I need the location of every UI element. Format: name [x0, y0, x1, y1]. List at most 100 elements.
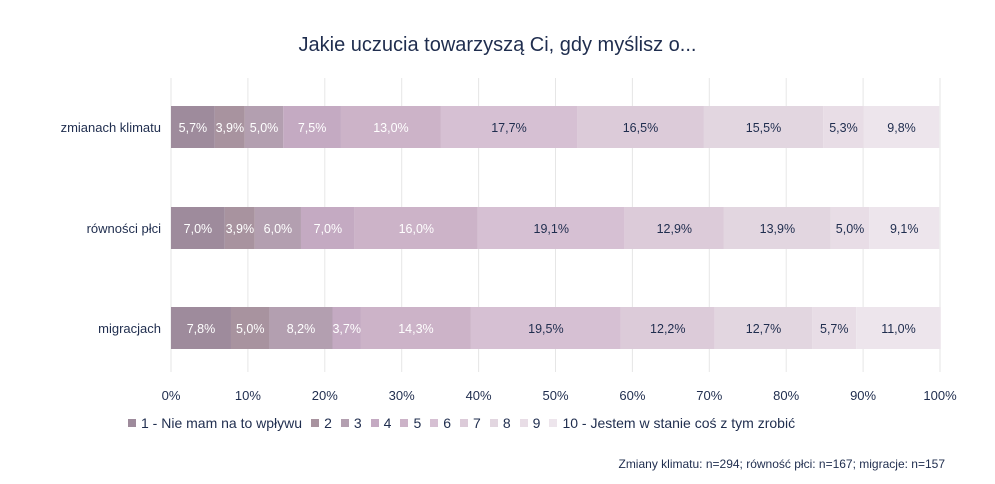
data-label: 12,7%: [746, 322, 781, 336]
chart-legend: 1 - Nie mam na to wpływu 2 3 4 5 6 7 8 9 10 - Jes…: [128, 415, 804, 431]
legend-swatch: [549, 419, 558, 427]
data-label: 7,0%: [314, 222, 343, 236]
x-tick-label: 60%: [619, 388, 645, 403]
bar-segment: [224, 207, 255, 249]
legend-label: 8: [502, 415, 511, 431]
legend-swatch: [340, 419, 349, 427]
data-label: 15,5%: [746, 121, 781, 135]
x-tick-label: 80%: [773, 388, 799, 403]
x-tick-label: 20%: [312, 388, 338, 403]
x-tick-label: 100%: [923, 388, 957, 403]
legend-item: 9: [519, 415, 541, 431]
bar-segment: [723, 207, 831, 249]
data-label: 5,0%: [236, 322, 265, 336]
data-label: 17,7%: [491, 121, 526, 135]
data-label: 5,7%: [820, 322, 849, 336]
bar-segment: [477, 207, 625, 249]
x-tick-label: 30%: [389, 388, 415, 403]
data-label: 8,2%: [287, 322, 316, 336]
bar-segment: [230, 307, 270, 349]
legend-item: 5: [400, 415, 421, 431]
data-label: 14,3%: [398, 322, 433, 336]
legend-item: 3: [340, 415, 362, 431]
data-label: 5,0%: [250, 121, 279, 135]
data-label: 12,9%: [657, 222, 692, 236]
data-label: 7,8%: [187, 322, 216, 336]
bar-segment: [171, 307, 231, 349]
legend-label: 9: [532, 415, 541, 431]
legend-item: 4: [370, 415, 391, 431]
legend-item: 8: [489, 415, 511, 431]
data-label: 3,9%: [216, 121, 245, 135]
bar-segment: [171, 106, 215, 148]
bar-segment: [823, 106, 864, 148]
x-tick-label: 0%: [162, 388, 181, 403]
bar-segment: [300, 207, 355, 249]
data-label: 3,7%: [332, 322, 361, 336]
data-label: 3,9%: [226, 222, 255, 236]
bar-segment: [340, 106, 441, 148]
bar-segment: [214, 106, 245, 148]
bar-segment: [171, 207, 225, 249]
bar-segment: [830, 207, 870, 249]
data-label: 5,3%: [829, 121, 858, 135]
bar-segment: [283, 106, 341, 148]
x-tick-label: 50%: [542, 388, 568, 403]
data-label: 9,8%: [887, 121, 916, 135]
legend-label: 10 - Jestem w stanie coś z tym zrobić: [562, 415, 796, 431]
legend-item: 10 - Jestem w stanie coś z tym zrobić: [549, 415, 795, 431]
legend-label: 7: [473, 415, 481, 431]
data-label: 16,0%: [399, 222, 434, 236]
bar-segment: [624, 207, 724, 249]
bar-segment: [869, 207, 940, 249]
data-label: 9,1%: [890, 222, 919, 236]
bar-segment: [254, 207, 301, 249]
data-label: 12,2%: [650, 322, 685, 336]
legend-label: 6: [443, 415, 452, 431]
bar-segment: [360, 307, 471, 349]
bar-segment: [856, 307, 941, 349]
x-tick-label: 90%: [850, 388, 876, 403]
data-label: 7,0%: [184, 222, 213, 236]
legend-item: 6: [430, 415, 451, 431]
legend-swatch: [460, 419, 469, 427]
data-label: 13,9%: [760, 222, 795, 236]
legend-label: 1 - Nie mam na to wpływu: [141, 415, 303, 431]
bar-segment: [269, 307, 333, 349]
legend-label: 5: [413, 415, 422, 431]
x-tick-label: 40%: [466, 388, 492, 403]
data-label: 11,0%: [881, 322, 916, 336]
sample-size-footnote: Zmiany klimatu: n=294; równość płci: n=1…: [618, 457, 945, 471]
legend-item: 1 - Nie mam na to wpływu: [128, 415, 302, 431]
bar-segment: [440, 106, 578, 148]
legend-swatch: [519, 419, 528, 427]
legend-swatch: [430, 419, 439, 427]
legend-item: 2: [311, 415, 332, 431]
bar-segment: [244, 106, 284, 148]
data-label: 16,5%: [623, 121, 658, 135]
data-label: 6,0%: [264, 222, 293, 236]
bar-segment: [470, 307, 621, 349]
legend-swatch: [489, 419, 498, 427]
data-label: 19,5%: [528, 322, 563, 336]
data-label: 19,1%: [534, 222, 569, 236]
category-label: migracjach: [98, 321, 161, 336]
chart-title: Jakie uczucia towarzyszą Ci, gdy myślisz…: [298, 34, 697, 56]
bar-segment: [354, 207, 478, 249]
stacked-bar-chart: 5,7% 3,9% 5,0% 7,5% 13,0% 17,7% 16,5% 15,5% 5,3%…: [61, 78, 957, 403]
bar-segment: [703, 106, 824, 148]
data-label: 5,7%: [179, 121, 208, 135]
legend-swatch: [400, 419, 409, 427]
data-label: 5,0%: [836, 222, 865, 236]
legend-item: 7: [460, 415, 481, 431]
legend-swatch: [370, 419, 379, 427]
bar-segment: [714, 307, 813, 349]
legend-swatch: [128, 419, 136, 427]
bar-segment: [577, 106, 704, 148]
category-label: zmianach klimatu: [61, 120, 161, 135]
x-tick-label: 10%: [235, 388, 261, 403]
data-label: 13,0%: [373, 121, 408, 135]
x-tick-label: 70%: [696, 388, 722, 403]
legend-label: 2: [324, 415, 332, 431]
bar-segment: [863, 106, 940, 148]
